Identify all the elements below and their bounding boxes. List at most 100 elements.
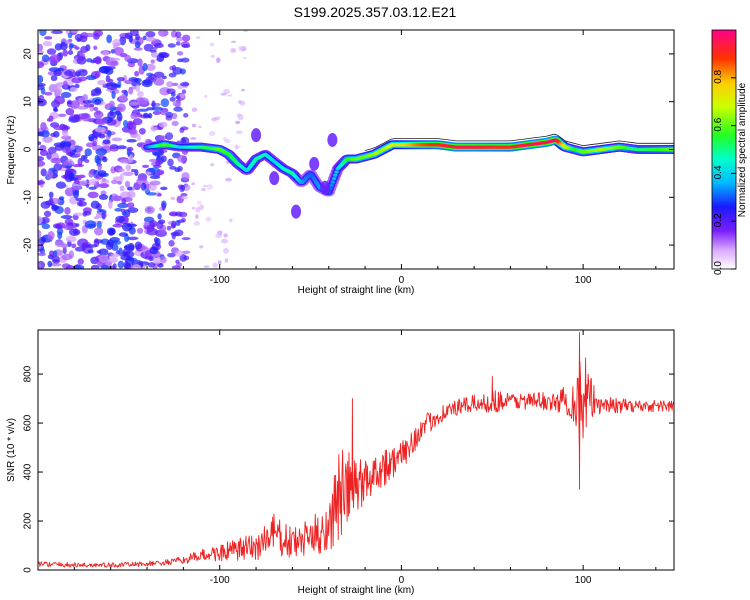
noise-blob — [179, 127, 185, 134]
noise-blob — [123, 245, 130, 249]
noise-blob — [205, 216, 212, 222]
noise-blob — [110, 253, 120, 258]
noise-blob — [119, 191, 132, 199]
noise-blob — [114, 110, 122, 116]
noise-blob — [126, 146, 134, 152]
noise-blob — [100, 264, 110, 269]
noise-blob — [40, 122, 47, 131]
ridge-cell — [330, 180, 335, 184]
noise-blob — [69, 177, 79, 181]
noise-blob — [210, 163, 215, 167]
noise-blob — [93, 227, 104, 236]
noise-blob — [38, 180, 46, 185]
noise-blob — [199, 245, 204, 249]
ridge-lobe — [320, 180, 331, 195]
noise-blob — [195, 214, 199, 219]
noise-blob — [93, 106, 99, 111]
noise-blob — [85, 75, 97, 81]
noise-blob — [153, 77, 165, 86]
noise-blob — [116, 77, 125, 82]
noise-blob — [47, 231, 55, 240]
noise-blob — [95, 110, 102, 115]
noise-blob — [48, 197, 54, 205]
noise-blob — [38, 252, 46, 257]
snr-panel: -100 0 100 0 200 400 600 800 Height of straigh… — [6, 329, 675, 596]
noise-blob — [101, 50, 110, 56]
noise-blob — [40, 130, 50, 138]
noise-blob — [84, 159, 90, 163]
noise-blob — [117, 103, 126, 113]
noise-blob — [79, 180, 88, 186]
noise-blob — [112, 223, 124, 228]
noise-blob — [87, 181, 97, 185]
noise-blob — [74, 246, 86, 252]
noise-blob — [98, 194, 109, 201]
noise-blob — [49, 262, 62, 267]
noise-blob — [223, 233, 228, 238]
noise-blob — [51, 205, 60, 210]
noise-blob — [82, 211, 88, 217]
noise-blob — [38, 229, 42, 239]
figure-title: S199.2025.357.03.12.E21 — [294, 4, 457, 20]
noise-blob — [108, 199, 113, 209]
noise-blob — [124, 180, 131, 188]
noise-blob — [64, 40, 72, 45]
colorbar-tick-label: 0.2 — [713, 213, 724, 227]
noise-blob — [225, 178, 232, 182]
noise-blob — [128, 86, 134, 95]
noise-blob — [115, 215, 126, 223]
noise-blob — [40, 201, 51, 209]
noise-blob — [181, 89, 187, 94]
noise-blob — [53, 125, 65, 131]
noise-blob — [49, 54, 61, 64]
noise-blob — [122, 171, 134, 177]
noise-blob — [43, 210, 52, 218]
noise-blob — [82, 94, 89, 101]
noise-blob — [93, 238, 100, 247]
ridge-lobe — [309, 156, 320, 171]
noise-blob — [157, 193, 162, 197]
noise-blob — [166, 81, 174, 88]
y-tick-label: 400 — [23, 463, 34, 480]
noise-blob — [118, 168, 125, 173]
ridge-cell — [329, 183, 334, 188]
noise-blob — [69, 43, 75, 49]
x-tick-label: 100 — [575, 575, 592, 586]
noise-blob — [151, 100, 156, 108]
noise-blob — [94, 98, 102, 105]
snr-series-line — [38, 331, 674, 568]
noise-blob — [78, 199, 83, 207]
y-tick-label: 20 — [23, 48, 34, 60]
noise-blob — [94, 154, 100, 164]
noise-blob — [42, 41, 53, 47]
noise-blob — [38, 141, 42, 145]
noise-blob — [183, 112, 189, 118]
noise-blob — [235, 120, 241, 125]
noise-blob — [158, 135, 167, 141]
noise-blob — [134, 70, 140, 77]
noise-blob — [51, 30, 63, 35]
noise-blob — [181, 43, 191, 48]
noise-blob — [202, 184, 208, 188]
noise-blob — [65, 235, 77, 243]
noise-blob — [157, 213, 162, 220]
noise-blob — [69, 87, 78, 93]
noise-blob — [199, 204, 205, 210]
noise-blob — [152, 148, 165, 157]
noise-blob — [215, 233, 223, 239]
noise-blob — [174, 167, 181, 173]
snr-frame — [37, 329, 675, 571]
noise-blob — [114, 47, 124, 56]
noise-blob — [84, 220, 97, 229]
noise-blob — [73, 212, 85, 216]
noise-blob — [227, 94, 233, 97]
noise-blob — [182, 34, 191, 42]
noise-blob — [180, 192, 188, 197]
noise-blob — [137, 180, 150, 185]
noise-blob — [60, 215, 73, 220]
noise-blob — [137, 58, 143, 67]
noise-blob — [171, 120, 179, 127]
noise-blob — [153, 256, 162, 265]
ridge-cell — [333, 173, 338, 177]
noise-blob — [63, 225, 74, 231]
